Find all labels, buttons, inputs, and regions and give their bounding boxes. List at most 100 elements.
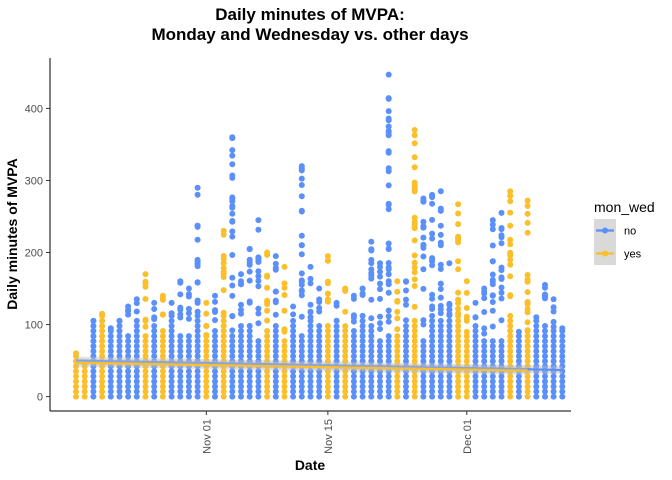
- data-point: [73, 388, 79, 395]
- data-point: [359, 312, 366, 319]
- data-point: [133, 378, 140, 385]
- data-point: [203, 338, 210, 345]
- data-point: [385, 182, 392, 189]
- data-point: [107, 373, 114, 380]
- data-point: [151, 306, 158, 312]
- data-point: [403, 328, 409, 334]
- data-point: [255, 393, 262, 400]
- data-point: [307, 343, 314, 350]
- data-point: [116, 348, 123, 355]
- data-point: [455, 338, 462, 345]
- data-point: [73, 383, 79, 390]
- data-point: [116, 393, 123, 400]
- data-point: [481, 330, 488, 337]
- data-point: [229, 134, 236, 141]
- y-tick-label: 100: [25, 320, 43, 332]
- data-point: [116, 323, 123, 329]
- data-point: [481, 348, 488, 355]
- data-point: [185, 305, 192, 312]
- data-point: [385, 165, 392, 172]
- data-point: [533, 323, 540, 329]
- data-point: [212, 298, 218, 305]
- data-point: [290, 383, 297, 390]
- data-point: [177, 333, 184, 340]
- data-point: [429, 216, 436, 223]
- data-point: [385, 117, 392, 124]
- data-point: [229, 233, 236, 240]
- data-point: [403, 343, 409, 350]
- data-point: [446, 306, 453, 313]
- data-point: [220, 328, 227, 334]
- data-point: [515, 373, 522, 380]
- data-point: [455, 353, 462, 360]
- data-point: [107, 348, 114, 355]
- data-point: [298, 338, 305, 345]
- data-point: [385, 343, 392, 350]
- data-point: [377, 313, 383, 320]
- data-point: [481, 378, 488, 385]
- data-point: [246, 338, 253, 345]
- data-point: [524, 319, 531, 326]
- data-point: [411, 338, 418, 345]
- data-point: [255, 348, 262, 355]
- data-point: [446, 260, 453, 267]
- data-point: [437, 333, 444, 340]
- data-point: [350, 348, 357, 355]
- data-point: [455, 289, 462, 296]
- data-point: [515, 393, 522, 400]
- data-point: [99, 363, 106, 370]
- data-point: [394, 326, 401, 333]
- data-point: [107, 353, 114, 360]
- data-point: [411, 214, 418, 221]
- data-point: [272, 333, 279, 340]
- data-point: [368, 358, 375, 365]
- data-point: [342, 285, 349, 292]
- data-point: [185, 310, 192, 317]
- data-point: [185, 373, 192, 380]
- data-point: [264, 301, 271, 308]
- data-point: [194, 299, 201, 306]
- data-point: [246, 348, 253, 355]
- data-point: [333, 383, 340, 390]
- data-point: [324, 368, 331, 375]
- data-point: [403, 333, 409, 340]
- data-point: [542, 328, 548, 334]
- data-point: [446, 300, 453, 307]
- data-point: [177, 383, 184, 390]
- data-point: [394, 388, 401, 395]
- data-point: [385, 348, 392, 355]
- data-point: [359, 343, 366, 350]
- data-point: [429, 230, 436, 237]
- data-point: [281, 368, 288, 375]
- data-point: [90, 323, 97, 329]
- data-point: [350, 368, 357, 375]
- data-point: [246, 299, 253, 306]
- data-point: [185, 378, 192, 385]
- data-point: [377, 295, 383, 302]
- data-point: [264, 338, 271, 345]
- data-point: [125, 388, 132, 395]
- data-point: [125, 343, 132, 350]
- data-point: [489, 271, 496, 278]
- data-point: [463, 348, 470, 355]
- data-point: [550, 353, 557, 360]
- data-point: [507, 333, 514, 340]
- data-point: [298, 175, 305, 182]
- data-point: [168, 353, 175, 360]
- data-point: [281, 343, 288, 350]
- data-point: [463, 388, 470, 395]
- data-point: [116, 338, 123, 345]
- data-point: [81, 368, 88, 375]
- data-point: [385, 388, 392, 395]
- data-point: [298, 287, 305, 294]
- data-point: [290, 328, 297, 334]
- data-point: [411, 164, 418, 171]
- data-point: [489, 307, 496, 314]
- data-point: [524, 301, 531, 308]
- data-point: [324, 333, 331, 340]
- data-point: [272, 383, 279, 390]
- data-point: [403, 368, 409, 375]
- data-point: [316, 388, 323, 395]
- data-point: [177, 378, 184, 385]
